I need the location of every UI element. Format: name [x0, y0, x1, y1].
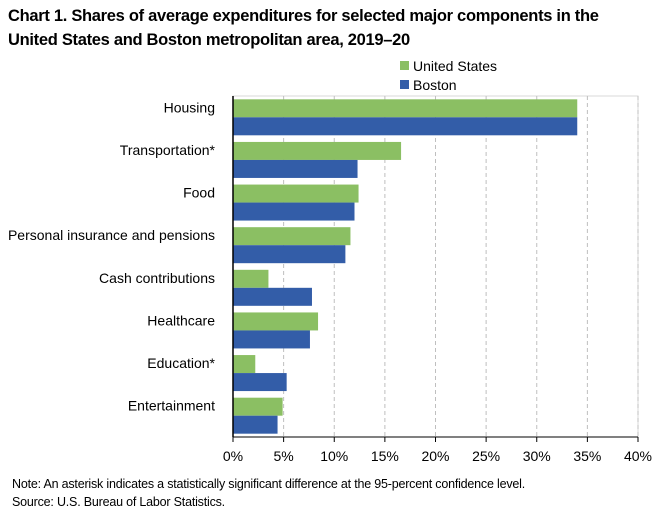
bar-united-states [233, 141, 402, 160]
bar-boston [233, 245, 346, 264]
category-label: Food [183, 185, 215, 201]
bar-united-states [233, 227, 351, 246]
category-label: Healthcare [147, 312, 215, 328]
bar-united-states [233, 184, 359, 203]
bar-boston [233, 159, 358, 178]
x-tick-label: 15% [371, 448, 399, 464]
x-tick-label: 5% [274, 448, 294, 464]
tick-labels: 0% 5% 10% 15% 20% 25% 30% 35% 40% [223, 448, 652, 464]
axes [232, 96, 639, 442]
footnote: Note: An asterisk indicates a statistica… [12, 475, 525, 511]
legend-swatch-united-states [400, 61, 409, 70]
bar-boston [233, 117, 578, 136]
bar-united-states [233, 355, 256, 374]
legend-item-united-states: United States [400, 56, 497, 75]
bar-boston [233, 373, 287, 392]
category-label: Transportation* [120, 142, 216, 158]
bar-boston [233, 287, 312, 306]
legend: United States Boston [400, 56, 497, 94]
bar-boston [233, 202, 355, 221]
category-label: Education* [147, 355, 215, 371]
x-tick-label: 40% [624, 448, 652, 464]
x-tick-label: 0% [223, 448, 243, 464]
bar-boston [233, 330, 310, 349]
category-label: Personal insurance and pensions [8, 227, 215, 243]
legend-swatch-boston [400, 80, 409, 89]
x-tick-label: 20% [421, 448, 449, 464]
bar-boston [233, 415, 278, 434]
category-label: Entertainment [128, 398, 215, 414]
chart-title-line-1: Chart 1. Shares of average expenditures … [8, 7, 599, 25]
note-text: Note: An asterisk indicates a statistica… [12, 477, 525, 491]
chart-title-line-2: United States and Boston metropolitan ar… [8, 31, 410, 49]
category-label: Cash contributions [99, 270, 215, 286]
legend-label-united-states: United States [413, 57, 498, 74]
bar-united-states [233, 312, 319, 331]
category-labels: Housing Transportation* Food Personal insur… [8, 99, 216, 413]
bars [233, 99, 578, 434]
category-label: Housing [164, 99, 215, 115]
chart-title: Chart 1. Shares of average expenditures … [8, 4, 668, 52]
legend-item-boston: Boston [400, 75, 497, 94]
x-tick-label: 25% [472, 448, 500, 464]
source-text: Source: U.S. Bureau of Labor Statistics. [12, 495, 225, 509]
bar-united-states [233, 269, 269, 288]
x-tick-label: 35% [573, 448, 601, 464]
bar-united-states [233, 397, 283, 416]
x-tick-label: 30% [523, 448, 551, 464]
bar-united-states [233, 99, 578, 118]
x-tick-label: 10% [320, 448, 348, 464]
legend-label-boston: Boston [413, 76, 457, 93]
